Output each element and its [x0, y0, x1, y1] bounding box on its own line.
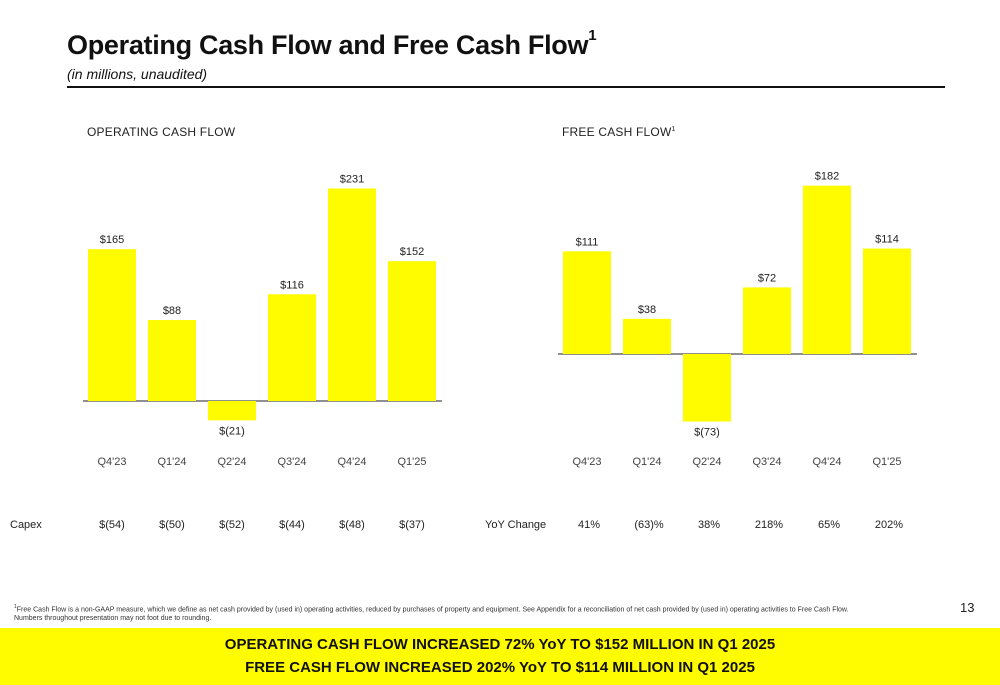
x-tick-label: Q1'24 — [157, 456, 186, 468]
x-tick-label: Q2'24 — [692, 456, 721, 468]
bar — [803, 185, 851, 354]
data-label: $88 — [163, 305, 181, 317]
bar — [683, 354, 731, 422]
x-tick-label: Q1'25 — [872, 456, 901, 468]
free-cash-flow-chart-title: FREE CASH FLOW1 — [562, 125, 676, 139]
operating-cash-flow-chart-title: OPERATING CASH FLOW — [87, 125, 236, 139]
x-tick-label: Q4'24 — [812, 456, 841, 468]
page-title: Operating Cash Flow and Free Cash Flow1 — [67, 27, 597, 60]
x-tick-label: Q1'25 — [397, 456, 426, 468]
data-label: $38 — [638, 304, 656, 316]
data-label: $111 — [576, 236, 599, 248]
bar — [208, 401, 256, 421]
yoy-change-label: YoY Change — [485, 519, 547, 531]
yoy-change-value: (63)% — [634, 519, 664, 531]
data-label: $231 — [340, 173, 364, 185]
capex-value: $(44) — [279, 519, 305, 531]
data-label: $(73) — [694, 427, 720, 439]
capex-value: $(54) — [99, 519, 125, 531]
bar — [863, 248, 911, 354]
fcf-footnote-marker: 1 — [671, 126, 676, 133]
bar — [88, 249, 136, 401]
banner-line-1: OPERATING CASH FLOW INCREASED 72% YoY TO… — [224, 636, 776, 653]
data-label: $(21) — [219, 425, 245, 437]
data-label: $152 — [400, 246, 424, 258]
bar — [743, 287, 791, 354]
x-tick-label: Q3'24 — [277, 456, 306, 468]
title-footnote-marker: 1 — [588, 27, 597, 44]
bar — [328, 188, 376, 401]
x-tick-label: Q3'24 — [752, 456, 781, 468]
bar — [563, 251, 611, 354]
yoy-change-value: 218% — [754, 519, 784, 531]
yoy-change-value: 65% — [817, 519, 841, 531]
capex-value: $(37) — [399, 519, 425, 531]
x-tick-label: Q2'24 — [217, 456, 246, 468]
banner-line-2: FREE CASH FLOW INCREASED 202% YoY TO $11… — [245, 659, 755, 676]
header-divider — [67, 86, 945, 88]
yoy-change-value: 38% — [697, 519, 721, 531]
bar — [623, 318, 671, 354]
page-subtitle: (in millions, unaudited) — [67, 66, 208, 82]
data-label: $114 — [875, 234, 899, 246]
x-tick-label: Q4'23 — [572, 456, 601, 468]
bar — [388, 261, 436, 401]
capex-value: $(50) — [159, 519, 185, 531]
data-label: $165 — [100, 234, 124, 246]
footnote-line-1: 1Free Cash Flow is a non-GAAP measure, w… — [14, 604, 849, 614]
data-label: $116 — [280, 279, 304, 291]
capex-label: Capex — [10, 519, 42, 531]
yoy-change-value: 41% — [577, 519, 601, 531]
data-label: $182 — [815, 171, 839, 183]
x-tick-label: Q4'24 — [337, 456, 366, 468]
x-tick-label: Q1'24 — [632, 456, 661, 468]
yoy-change-value: 202% — [874, 519, 904, 531]
bar — [148, 320, 196, 401]
capex-value: $(48) — [339, 519, 365, 531]
bar — [268, 294, 316, 401]
operating-cash-flow-chart: $165 Q4'23 $88 Q1'24 $(21) Q2'24 $116 Q3'24 $231… — [83, 173, 442, 468]
footnote-line-2: Numbers throughout presentation may not … — [14, 615, 212, 622]
summary-banner: OPERATING CASH FLOW INCREASED 72% YoY TO… — [0, 628, 1000, 685]
x-tick-label: Q4'23 — [97, 456, 126, 468]
data-label: $72 — [758, 272, 776, 284]
free-cash-flow-chart: $111 Q4'23 $38 Q1'24 $(73) Q2'24 $72 Q3'24 $182 Q… — [558, 171, 917, 468]
page-number: 13 — [960, 600, 975, 615]
capex-value: $(52) — [219, 519, 245, 531]
